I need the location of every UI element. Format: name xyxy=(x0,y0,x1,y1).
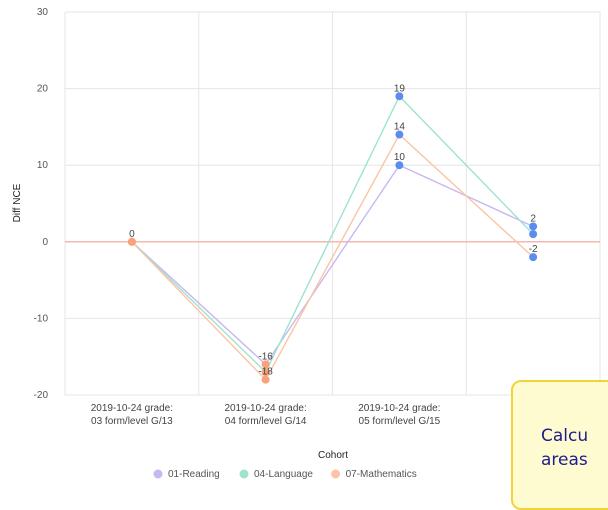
y-tick-label: 20 xyxy=(37,84,49,95)
y-tick-label: -20 xyxy=(34,390,49,401)
data-label: 0 xyxy=(129,229,135,240)
y-axis-label: Diff NCE xyxy=(12,183,23,222)
data-label: -2 xyxy=(529,244,538,255)
data-label: 2 xyxy=(530,213,536,224)
x-tick-label: 03 form/level G/13 xyxy=(91,416,173,427)
legend-swatch xyxy=(240,470,249,479)
data-label: -16 xyxy=(258,351,273,362)
x-tick-label: 2019-10-24 grade: xyxy=(91,403,173,414)
y-tick-label: -10 xyxy=(34,313,49,324)
data-point xyxy=(529,230,537,238)
x-tick-label: 04 form/level G/14 xyxy=(225,416,307,427)
legend-label: 04-Language xyxy=(254,469,313,480)
x-tick-label: 05 form/level G/15 xyxy=(359,416,441,427)
legend: 01-Reading 04-Language 07-Mathematics xyxy=(154,469,417,480)
legend-label: 01-Reading xyxy=(168,469,220,480)
callout-box: Calcu areas xyxy=(511,380,608,510)
data-label: -18 xyxy=(258,367,273,378)
y-tick-label: 10 xyxy=(37,160,49,171)
y-tick-label: 0 xyxy=(42,237,48,248)
data-label: 10 xyxy=(394,152,406,163)
grid-lines xyxy=(65,12,600,395)
x-axis-ticks: 2019-10-24 grade: 03 form/level G/13 2019-… xyxy=(91,403,547,427)
data-label: 14 xyxy=(394,122,406,133)
x-axis-label: Cohort xyxy=(318,450,348,461)
data-label: 19 xyxy=(394,83,406,94)
y-tick-label: 30 xyxy=(37,7,49,18)
y-axis-ticks: -20 -10 0 10 20 30 xyxy=(34,7,49,401)
x-tick-label: 2019-10-24 grade: xyxy=(358,403,440,414)
callout-text: Calcu areas xyxy=(541,424,608,472)
legend-swatch xyxy=(331,470,340,479)
x-tick-label: 2019-10-24 grade: xyxy=(224,403,306,414)
legend-label: 07-Mathematics xyxy=(346,469,417,480)
legend-swatch xyxy=(154,470,163,479)
